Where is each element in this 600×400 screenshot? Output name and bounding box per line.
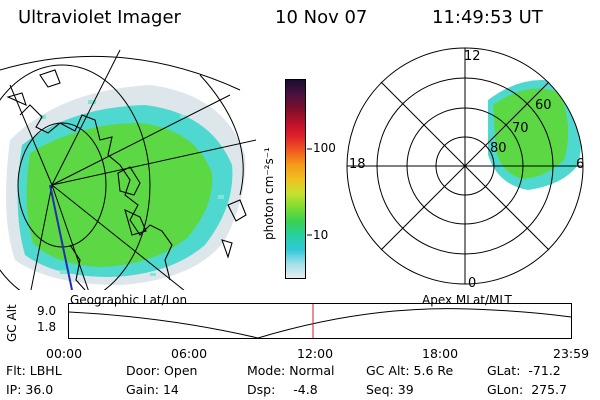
seq-value: 39: [397, 382, 414, 397]
status-glon: GLon: 275.7: [487, 382, 567, 397]
xtick-2359: 23:59: [553, 346, 590, 361]
mlat-label-80: 80: [490, 141, 507, 156]
status-seq: Seq: 39: [366, 382, 414, 397]
status-dsp: Dsp: -4.8: [247, 382, 318, 397]
dsp-value: -4.8: [293, 382, 318, 397]
app-title: Ultraviolet Imager: [18, 7, 181, 28]
door-label: Door:: [126, 363, 161, 378]
dsp-label: Dsp:: [247, 382, 276, 397]
status-ip: IP: 36.0: [6, 382, 53, 397]
geographic-map: [0, 49, 257, 290]
door-value: Open: [164, 363, 198, 378]
mode-label: Mode:: [247, 363, 286, 378]
time-label: 11:49:53 UT: [432, 7, 543, 28]
altitude-ytick-high: 9.0: [37, 304, 57, 318]
mlat-label-70: 70: [512, 121, 529, 136]
colorbar-tick-10: 10: [313, 228, 329, 242]
glat-value: -71.2: [528, 363, 561, 378]
mlt-label-12: 12: [464, 49, 481, 64]
colorbar: [285, 79, 306, 279]
ip-label: IP:: [6, 382, 22, 397]
colorbar-unit-label: photon cm⁻²s⁻¹: [262, 147, 276, 240]
colorbar-tick-100: 100: [313, 141, 336, 155]
seq-label: Seq:: [366, 382, 394, 397]
status-door: Door: Open: [126, 363, 197, 378]
mode-value: Normal: [289, 363, 335, 378]
glon-label: GLon:: [487, 382, 524, 397]
xtick-1200: 12:00: [297, 346, 334, 361]
status-flt: Flt: LBHL: [6, 363, 62, 378]
gain-value: 14: [162, 382, 179, 397]
mlt-label-6: 6: [576, 157, 585, 172]
date-label: 10 Nov 07: [275, 7, 368, 28]
altitude-ylabel: GC Alt: [5, 304, 19, 342]
status-gcalt: GC Alt: 5.6 Re: [366, 363, 453, 378]
altitude-ytick-low: 1.8: [37, 320, 57, 334]
flt-label: Flt:: [6, 363, 26, 378]
altitude-plot: [68, 303, 572, 339]
flt-value: LBHL: [29, 363, 62, 378]
status-mode: Mode: Normal: [247, 363, 335, 378]
xtick-1800: 18:00: [422, 346, 459, 361]
status-glat: GLat: -71.2: [487, 363, 561, 378]
gcalt-label: GC Alt:: [366, 363, 410, 378]
gain-label: Gain:: [126, 382, 159, 397]
colorbar-ticks: [307, 148, 312, 236]
gcalt-value: 5.6 Re: [413, 363, 454, 378]
glon-value: 275.7: [531, 382, 567, 397]
polar-plot: [346, 47, 584, 285]
glat-label: GLat:: [487, 363, 521, 378]
mlat-label-60: 60: [535, 98, 552, 113]
mlt-label-18: 18: [349, 157, 366, 172]
xtick-0600: 06:00: [171, 346, 208, 361]
mlt-label-0: 0: [468, 276, 477, 291]
status-gain: Gain: 14: [126, 382, 179, 397]
xtick-0000: 00:00: [46, 346, 83, 361]
ip-value: 36.0: [25, 382, 54, 397]
